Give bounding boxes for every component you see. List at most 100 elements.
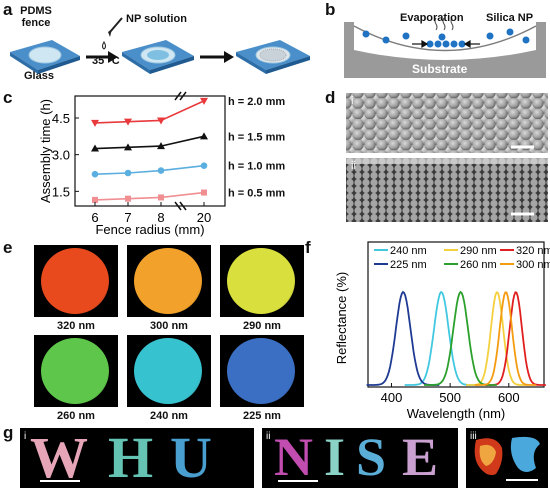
sub-label-d-i: i — [351, 95, 354, 107]
series-label: h = 1.5 mm — [228, 131, 285, 143]
glass-label: Glass — [24, 70, 54, 82]
x-tick-label: 7 — [124, 210, 131, 225]
data-point — [125, 195, 131, 202]
chart-f-ylabel: Reflectance (%) — [334, 272, 349, 364]
wing-shapes — [474, 436, 540, 481]
series-label: h = 2.0 mm — [228, 96, 285, 108]
reflectance-chart: 240 nm 290 nm 320 nm 225 nm 260 nm 300 nm 400… — [334, 241, 550, 421]
photo-tile-225 — [220, 335, 304, 407]
sem-image-cross-section: ii — [346, 158, 548, 222]
chart-f-xlabel: Wavelength (nm) — [407, 406, 506, 421]
film-disc-240 — [134, 338, 202, 404]
letter-u: U — [170, 425, 212, 490]
sub-label-d-ii: ii — [351, 160, 356, 172]
sample-label-240: 240 nm — [150, 410, 188, 422]
chart-c-axes — [74, 95, 226, 207]
data-point — [124, 118, 132, 126]
legend-label: 300 nm — [516, 259, 550, 271]
reflectance-curve — [404, 290, 478, 386]
scale-bar-g2 — [278, 480, 318, 482]
chart-c-xlabel: Fence radius (mm) — [95, 222, 204, 237]
photo-whu-letters: i W H U — [20, 425, 254, 490]
panel-label-d: d — [325, 88, 336, 107]
letter-i: I — [324, 427, 346, 487]
data-point — [158, 194, 164, 201]
photo-tile-260 — [34, 335, 118, 407]
data-point — [200, 97, 208, 105]
pdms-fence-label: PDMS fence — [16, 5, 56, 29]
data-point — [157, 142, 165, 150]
x-tick-label: 20 — [197, 210, 211, 225]
legend-label: 260 nm — [460, 259, 497, 271]
series-line — [94, 164, 205, 176]
data-point — [200, 162, 208, 169]
legend-label: 240 nm — [390, 245, 427, 257]
letter-n: N — [274, 427, 313, 487]
panel-label-a: a — [3, 0, 13, 19]
sample-label-260: 260 nm — [57, 410, 95, 422]
data-point — [200, 132, 208, 140]
panel-label-c: c — [3, 88, 13, 107]
glass-slide-1 — [10, 40, 80, 74]
substrate-label: Substrate — [412, 62, 468, 76]
silica-np-label: Silica NP — [486, 12, 534, 24]
panel-b-schematic — [344, 17, 546, 78]
series-line — [94, 100, 205, 124]
chart-c-ylabel: Assembly time (h) — [38, 99, 53, 203]
flow-arrows — [412, 39, 480, 49]
chart-f-series — [366, 290, 546, 386]
reflectance-curve — [366, 290, 440, 386]
np-solution-label: NP solution — [126, 13, 187, 25]
sample-label-225: 225 nm — [243, 410, 281, 422]
assembly-time-chart: h = 2.0 mm h = 1.5 mm h = 1.0 mm h = 0.5 mm… — [38, 91, 285, 237]
panel-label-g: g — [3, 423, 14, 442]
series-label: h = 0.5 mm — [228, 188, 285, 200]
data-point — [124, 169, 132, 177]
sub-label-g-ii: ii — [266, 431, 271, 442]
data-point — [157, 167, 165, 174]
y-tick-label: 1.5 — [52, 184, 70, 199]
series-line — [94, 191, 205, 201]
panel-a-schematic — [10, 17, 310, 74]
film-disc-290 — [227, 248, 295, 314]
data-point — [201, 189, 207, 196]
letter-h: H — [108, 425, 154, 490]
axis-break-icon — [174, 91, 187, 211]
film-disc-300 — [134, 248, 202, 314]
chart-f-ticks: 400 500 600 — [381, 383, 520, 405]
x-tick-label: 8 — [157, 210, 164, 225]
droplet-meniscus — [353, 25, 537, 52]
sample-label-290: 290 nm — [243, 320, 281, 332]
panel-label-f: f — [305, 238, 311, 257]
data-point — [157, 117, 165, 125]
series-label: h = 1.0 mm — [228, 161, 285, 173]
legend-label: 225 nm — [390, 259, 427, 271]
evaporation-label: Evaporation — [400, 12, 464, 24]
glass-slide-3 — [236, 40, 310, 74]
panel-label-b: b — [325, 0, 336, 19]
data-point — [91, 144, 99, 152]
sem-image-top-view: i — [346, 93, 548, 153]
data-point — [92, 196, 98, 203]
photo-tile-320 — [34, 245, 118, 317]
data-point — [91, 170, 99, 178]
arrow-right-icon — [86, 51, 118, 63]
legend-label: 290 nm — [460, 245, 497, 257]
film-disc-225 — [227, 338, 295, 404]
pdms-label-line2: fence — [21, 17, 51, 29]
chart-c-series: h = 2.0 mm h = 1.5 mm h = 1.0 mm h = 0.5 mm — [91, 96, 285, 203]
sub-label-g-iii: iii — [470, 431, 477, 442]
x-tick-label: 6 — [91, 210, 98, 225]
x-tick-label: 600 — [498, 390, 520, 405]
series-line — [94, 135, 205, 150]
photo-tile-290 — [220, 245, 304, 317]
letter-s: S — [356, 427, 387, 487]
x-tick-label: 500 — [439, 390, 461, 405]
x-tick-label: 400 — [381, 390, 403, 405]
sample-label-320: 320 nm — [57, 320, 95, 332]
film-disc-260 — [41, 338, 109, 404]
pdms-label-line1: PDMS — [20, 5, 52, 17]
scale-bar-g1 — [40, 480, 80, 482]
chart-f-legend: 240 nm 290 nm 320 nm 225 nm 260 nm 300 nm — [374, 245, 550, 271]
photo-tile-300 — [127, 245, 211, 317]
